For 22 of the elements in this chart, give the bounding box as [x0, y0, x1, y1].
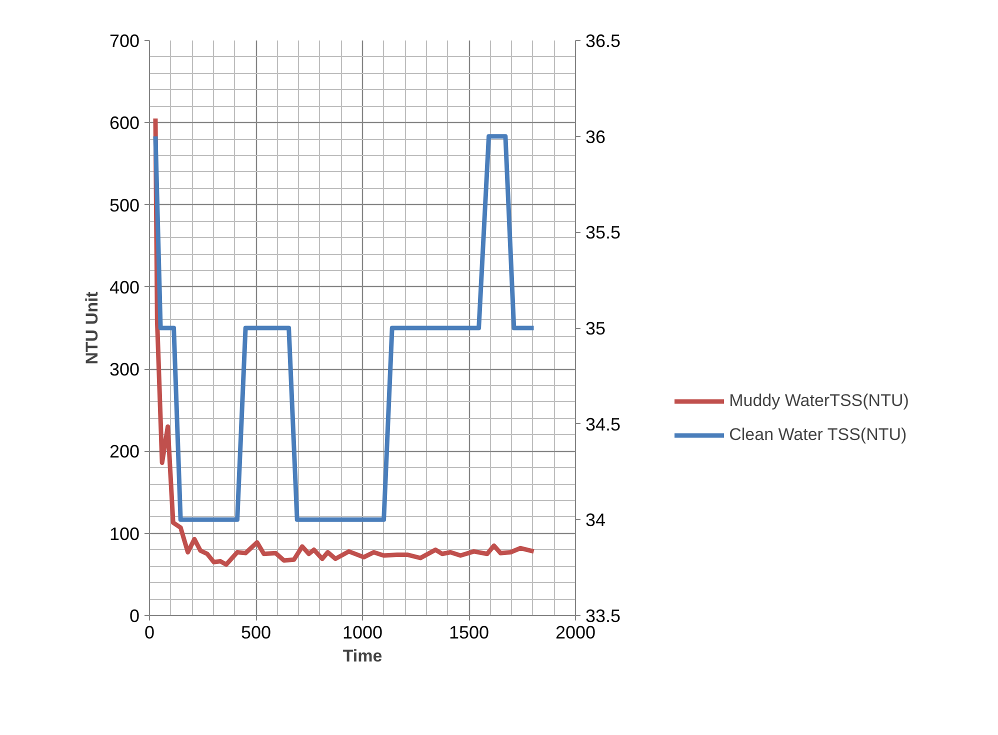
- y-tick-label: 0: [129, 606, 140, 626]
- legend-label: Muddy WaterTSS(NTU): [729, 391, 909, 411]
- y2-tick-label: 36: [586, 126, 606, 147]
- y-axis-title: NTU Unit: [82, 291, 102, 364]
- y-tick-label: 700: [109, 31, 140, 51]
- y-tick-label: 100: [109, 524, 140, 544]
- y2-tick-label: 35: [586, 318, 606, 338]
- x-tick-label: 0: [144, 622, 155, 642]
- y-tick-label: 500: [109, 195, 140, 216]
- y-tick-label: 300: [109, 360, 140, 380]
- y2-tick-label: 34.5: [586, 414, 621, 434]
- y2-tick-label: 35.5: [586, 222, 621, 243]
- legend-label: Clean Water TSS(NTU): [729, 425, 907, 445]
- x-axis-title: Time: [342, 646, 382, 666]
- x-tick-label: 1500: [448, 622, 490, 642]
- y2-tick-label: 36.5: [586, 31, 621, 51]
- y2-tick-label: 34: [586, 510, 606, 530]
- y-tick-label: 600: [109, 113, 140, 134]
- x-tick-label: 500: [240, 622, 272, 642]
- y-tick-label: 400: [109, 277, 140, 298]
- x-tick-label: 1000: [342, 622, 383, 642]
- y-tick-label: 200: [109, 442, 140, 462]
